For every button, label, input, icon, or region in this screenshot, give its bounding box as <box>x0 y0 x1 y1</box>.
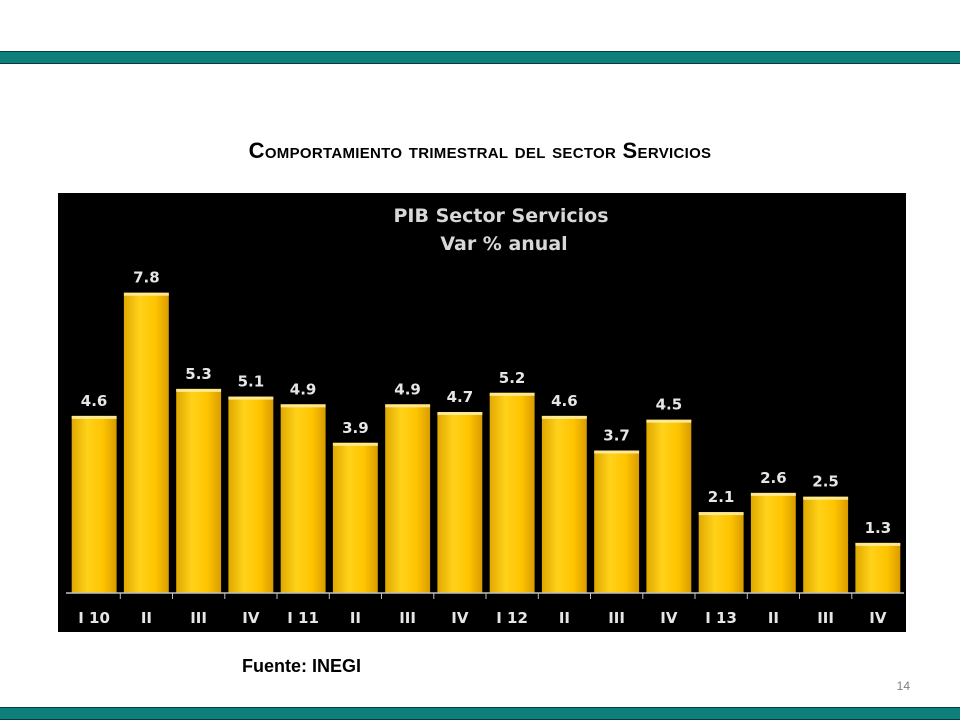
data-label: 4.9 <box>290 380 317 398</box>
top-accent-band <box>0 51 960 64</box>
bar-highlight <box>228 396 274 400</box>
x-tick-label: II <box>559 609 570 627</box>
bar <box>541 415 587 593</box>
bar <box>489 392 535 593</box>
data-label: 5.1 <box>238 373 265 391</box>
bar <box>594 450 640 593</box>
bar-highlight <box>803 496 849 500</box>
bar <box>646 419 692 593</box>
bar-highlight <box>280 404 326 408</box>
x-tick-label: IV <box>660 609 678 627</box>
data-label: 4.6 <box>81 392 108 410</box>
bar <box>385 404 431 593</box>
data-label: 4.7 <box>447 388 474 406</box>
bar-highlight <box>855 542 901 546</box>
bar-highlight <box>176 388 222 392</box>
bar-chart: PIB Sector Servicios Var % anual 4.6 7.8 5… <box>66 205 904 627</box>
bar-highlight <box>71 415 117 419</box>
data-label: 4.6 <box>551 392 578 410</box>
chart-subtitle: Var % anual <box>440 233 567 255</box>
data-label: 3.7 <box>603 427 630 445</box>
bar <box>176 388 222 593</box>
bar-highlight <box>332 442 378 446</box>
bar-highlight <box>437 412 483 415</box>
bar-highlight <box>646 419 692 423</box>
bar-highlight <box>594 450 640 454</box>
bar-highlight <box>541 415 587 419</box>
bar <box>71 415 117 593</box>
data-label: 7.8 <box>133 269 160 287</box>
bar <box>123 292 169 593</box>
bar <box>750 492 796 593</box>
x-tick-label: II <box>350 609 361 627</box>
x-tick-label: III <box>608 609 625 627</box>
x-tick-label: III <box>817 609 834 627</box>
bar <box>332 442 378 593</box>
data-label: 2.1 <box>708 488 735 506</box>
bar <box>437 412 483 593</box>
x-tick-label: II <box>768 609 779 627</box>
bar <box>228 396 274 593</box>
x-tick-label: I 11 <box>287 609 319 627</box>
x-tick-label: I 13 <box>705 609 737 627</box>
page-number: 14 <box>896 679 910 693</box>
data-label: 4.5 <box>656 396 683 414</box>
x-tick-label: III <box>399 609 416 627</box>
data-label: 5.3 <box>185 365 212 383</box>
data-label: 2.6 <box>760 469 787 487</box>
x-tick-label: IV <box>451 609 469 627</box>
bar <box>855 542 901 593</box>
x-tick-label: IV <box>869 609 887 627</box>
chart-title: PIB Sector Servicios <box>393 205 608 227</box>
data-label: 5.2 <box>499 369 526 387</box>
slide-title: Comportamiento trimestral del sector Ser… <box>248 138 712 163</box>
bar-highlight <box>123 292 169 296</box>
data-label: 3.9 <box>342 419 369 437</box>
x-tick-label: II <box>141 609 152 627</box>
bar-highlight <box>385 404 431 408</box>
x-tick-label: I 12 <box>496 609 528 627</box>
bar-highlight <box>750 492 796 496</box>
bar <box>803 496 849 593</box>
bar-highlight <box>489 392 535 396</box>
bar <box>280 404 326 593</box>
data-label: 4.9 <box>394 380 421 398</box>
bar <box>698 512 744 593</box>
chart-panel: PIB Sector Servicios Var % anual 4.6 7.8 5… <box>58 193 906 632</box>
bottom-accent-band <box>0 707 960 720</box>
x-tick-label: IV <box>242 609 260 627</box>
data-label: 2.5 <box>812 473 839 491</box>
data-label: 1.3 <box>865 519 892 537</box>
x-tick-label: I 10 <box>78 609 110 627</box>
bar-highlight <box>698 512 744 516</box>
source-note: Fuente: INEGI <box>242 656 362 676</box>
x-tick-label: III <box>190 609 207 627</box>
